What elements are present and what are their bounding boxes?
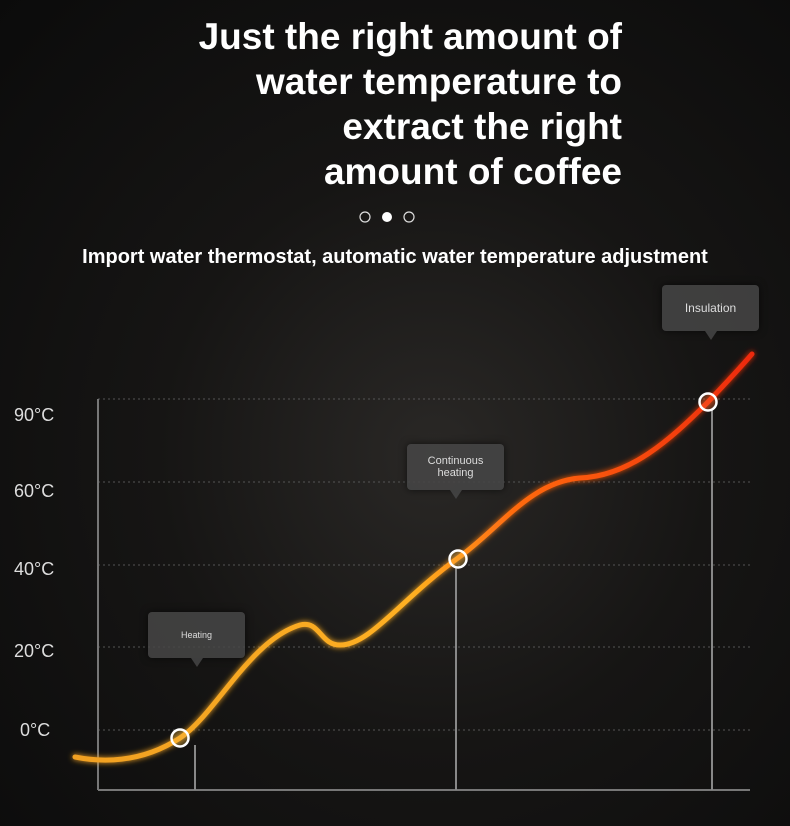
callout: Continuous heating <box>407 444 504 499</box>
marker <box>698 392 718 412</box>
title-line: extract the right <box>342 106 622 147</box>
pager-dot[interactable] <box>403 211 415 223</box>
y-label: 20°C <box>14 641 54 661</box>
y-label: 60°C <box>14 481 54 501</box>
y-label: 40°C <box>14 559 54 579</box>
title-line: amount of coffee <box>323 151 622 192</box>
temperature-curve <box>72 351 755 763</box>
callout: Insulation <box>662 285 759 340</box>
marker <box>448 549 468 569</box>
marker <box>170 728 190 748</box>
title: Just the right amount of water temperatu… <box>199 14 622 194</box>
pager-dot-active[interactable] <box>382 212 392 222</box>
y-label: 90°C <box>14 405 54 425</box>
pager-dot[interactable] <box>359 211 371 223</box>
title-line: Just the right amount of <box>198 16 622 57</box>
y-label: 0°C <box>20 720 50 740</box>
title-line: water temperature to <box>256 61 622 102</box>
callout: Heating <box>148 612 245 667</box>
subtitle: Import water thermostat, automatic water… <box>82 246 708 268</box>
